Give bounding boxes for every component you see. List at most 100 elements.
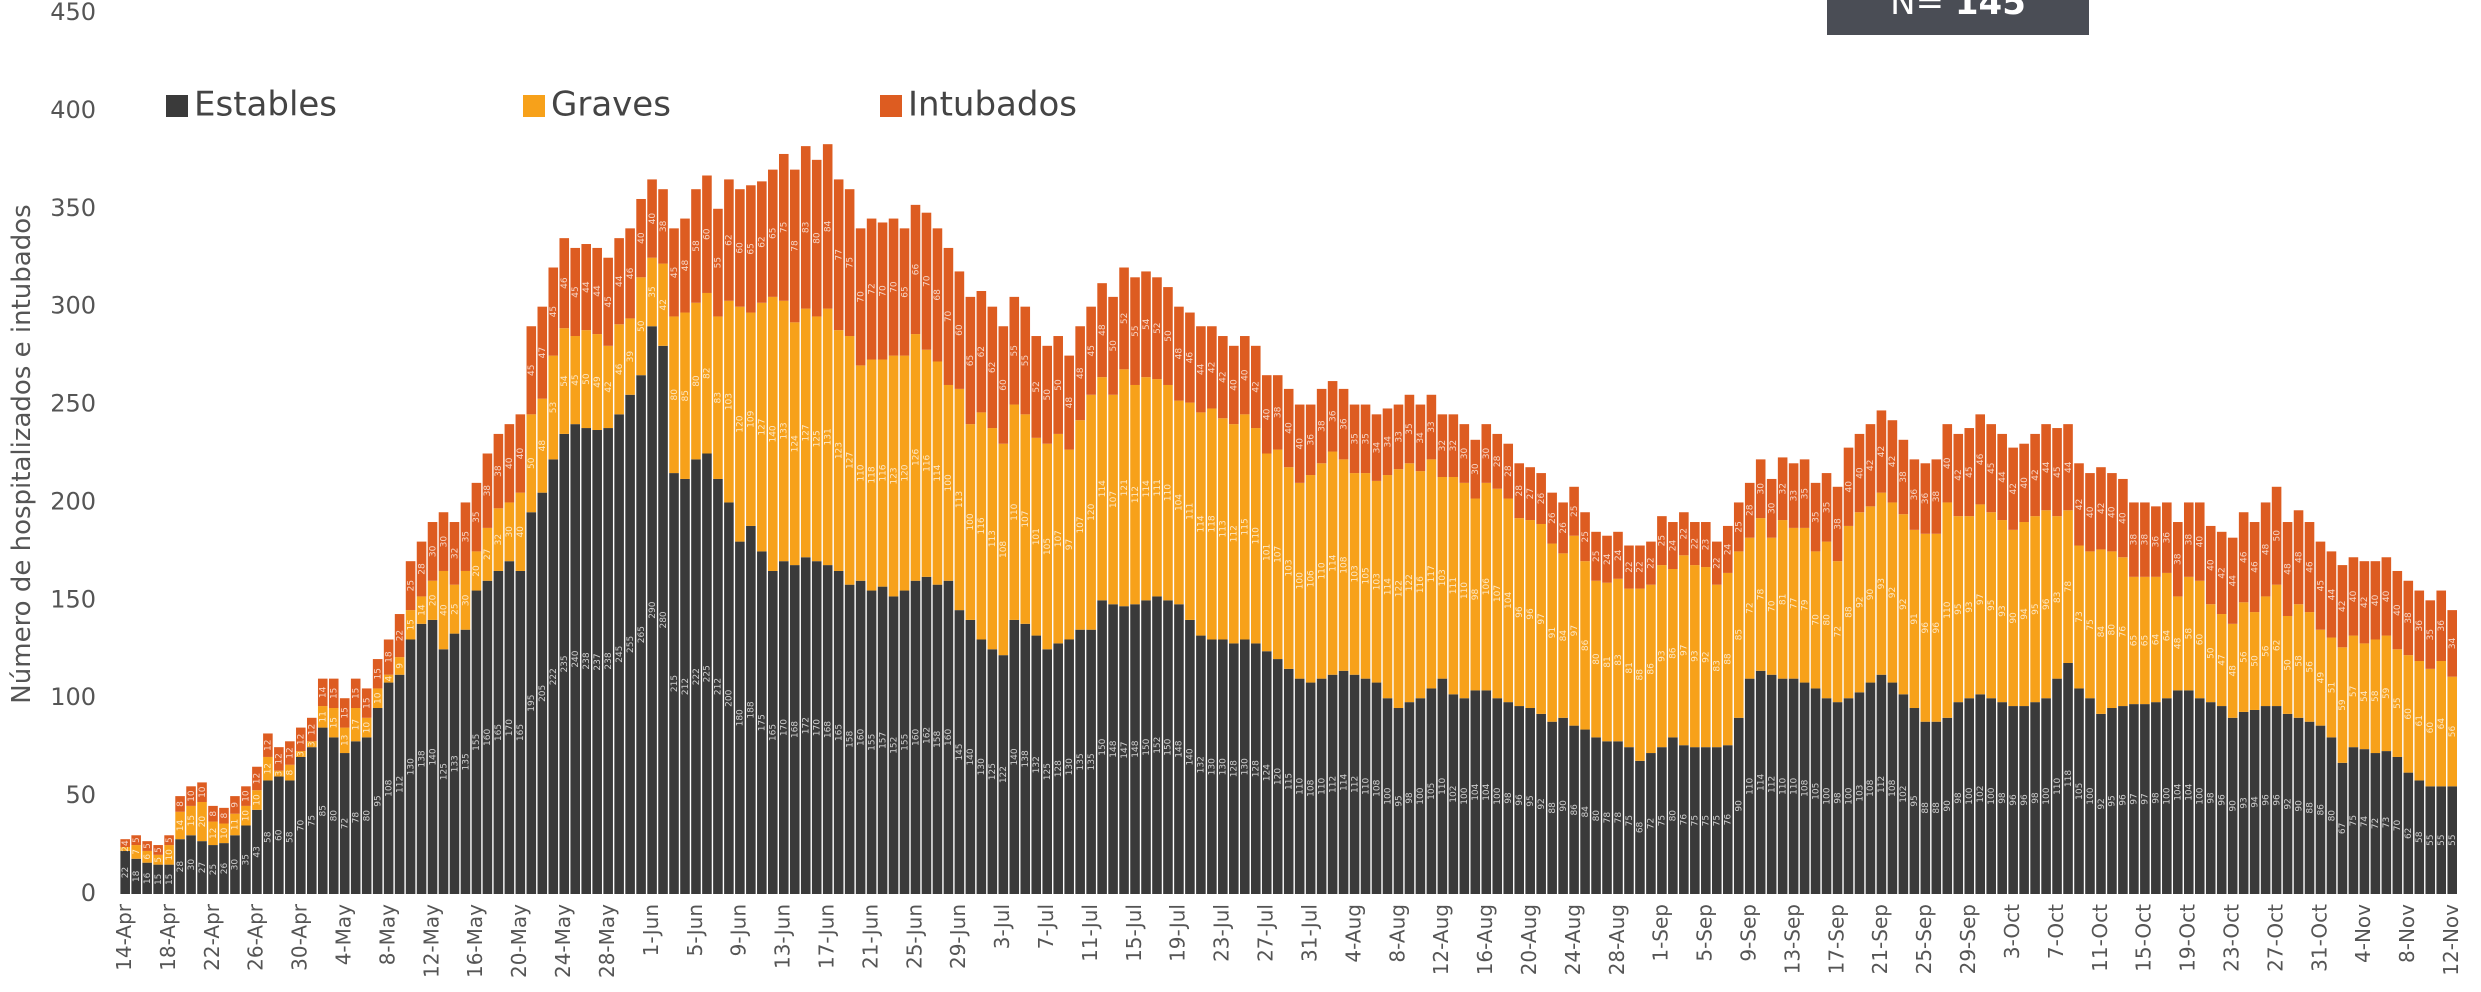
bar-segment [1766,674,1777,894]
bar-segment [1459,482,1470,699]
data-label: 152 [1153,737,1163,754]
data-label: 215 [670,675,680,692]
data-label: 160 [483,729,493,746]
bar-segment [1163,287,1173,385]
bar-segment [811,316,822,562]
x-tick-label: 15-Oct [2132,904,2156,972]
bar-segment [2425,668,2436,787]
bar-segment [175,796,185,812]
bar-segment [976,639,987,894]
data-label: 62 [2272,640,2282,651]
bar-segment [1624,747,1634,894]
bar-segment [1240,639,1250,894]
bar-segment [2205,702,2216,894]
data-label: 20 [472,565,482,577]
bar-segment [866,359,877,591]
bar-segment [1448,476,1459,695]
data-label: 56 [2448,726,2458,738]
data-label: 70 [922,275,932,287]
data-label: 152 [889,737,899,754]
data-label: 88 [1844,606,1854,618]
bar-segment [1338,388,1349,460]
bar-segment [1393,469,1404,709]
data-label: 93 [2239,797,2249,808]
bar-segment [2392,570,2403,650]
bar-segment [691,189,701,303]
data-label: 95 [1910,795,1920,806]
data-label: 115 [1285,773,1295,790]
data-label: 78 [1603,812,1613,824]
data-label: 60 [703,228,713,240]
bar-segment [1580,561,1590,730]
data-label: 77 [1789,598,1799,609]
bar-segment [1799,527,1810,683]
data-label: 35 [1350,433,1360,444]
bar-segment [1174,604,1184,894]
bar-segment [2315,541,2326,630]
bar-segment [1964,516,1975,699]
bar-segment [2293,717,2304,894]
x-tick-label: 12-Nov [2439,904,2463,976]
data-label: 42 [1877,446,1887,457]
data-label: 59 [2338,699,2348,711]
data-label: 46 [1186,352,1196,364]
bar-segment [1272,659,1283,894]
bar-segment [987,306,998,429]
data-label: 40 [2393,604,2403,616]
data-label: 12 [275,753,285,764]
bar-segment [317,706,328,728]
bar-segment [1316,388,1327,464]
bar-segment [1064,449,1074,640]
data-label: 35 [1361,433,1371,444]
bar-segment [910,334,921,581]
bar-segment [1404,463,1415,703]
bar-segment [219,807,229,824]
data-label: 86 [1581,639,1591,651]
bar-segment [164,845,174,865]
data-label: 110 [1789,777,1799,794]
data-label: 50 [2250,655,2260,667]
bar-segment [1130,604,1140,894]
bar-segment [1283,668,1294,894]
bar-segment [800,557,811,894]
bar-segment [427,580,438,620]
data-label: 30 [1460,448,1470,460]
data-label: 55 [1010,345,1020,356]
data-label: 48 [2174,637,2184,649]
bar-segment [2030,702,2040,894]
data-label: 15 [362,697,372,708]
data-label: 96 [1526,608,1536,620]
bar-segment [1020,306,1031,415]
bar-segment [252,766,262,791]
bar-segment [2260,502,2271,597]
data-label: 165 [494,724,504,741]
data-label: 110 [1361,777,1371,794]
bar-segment [548,355,559,460]
bar-segment [208,845,218,894]
bar-segment [2326,637,2337,738]
data-label: 64 [2152,633,2162,645]
data-label: 60 [275,829,285,841]
bar-segment [921,212,932,350]
data-label: 45 [2316,580,2326,591]
bar-segment [800,308,811,558]
bar-segment [1843,525,1854,699]
bar-segment [1821,541,1832,699]
bar-segment [1931,459,1942,534]
y-tick-label: 150 [50,585,96,613]
bar-segment [2304,612,2315,722]
data-label: 12 [264,739,274,750]
y-tick-label: 350 [50,194,96,222]
bar-segment [2151,702,2161,894]
data-label: 108 [1800,779,1810,796]
data-label: 132 [1032,756,1042,773]
data-label: 122 [1405,574,1415,591]
data-label: 128 [1230,760,1240,777]
bar-segment [1108,604,1118,894]
data-label: 130 [1208,758,1218,775]
data-label: 107 [1493,585,1503,602]
bar-segment [1986,698,1996,894]
bar-segment [285,780,295,894]
bar-segment [899,228,910,356]
bar-segment [1108,296,1118,395]
